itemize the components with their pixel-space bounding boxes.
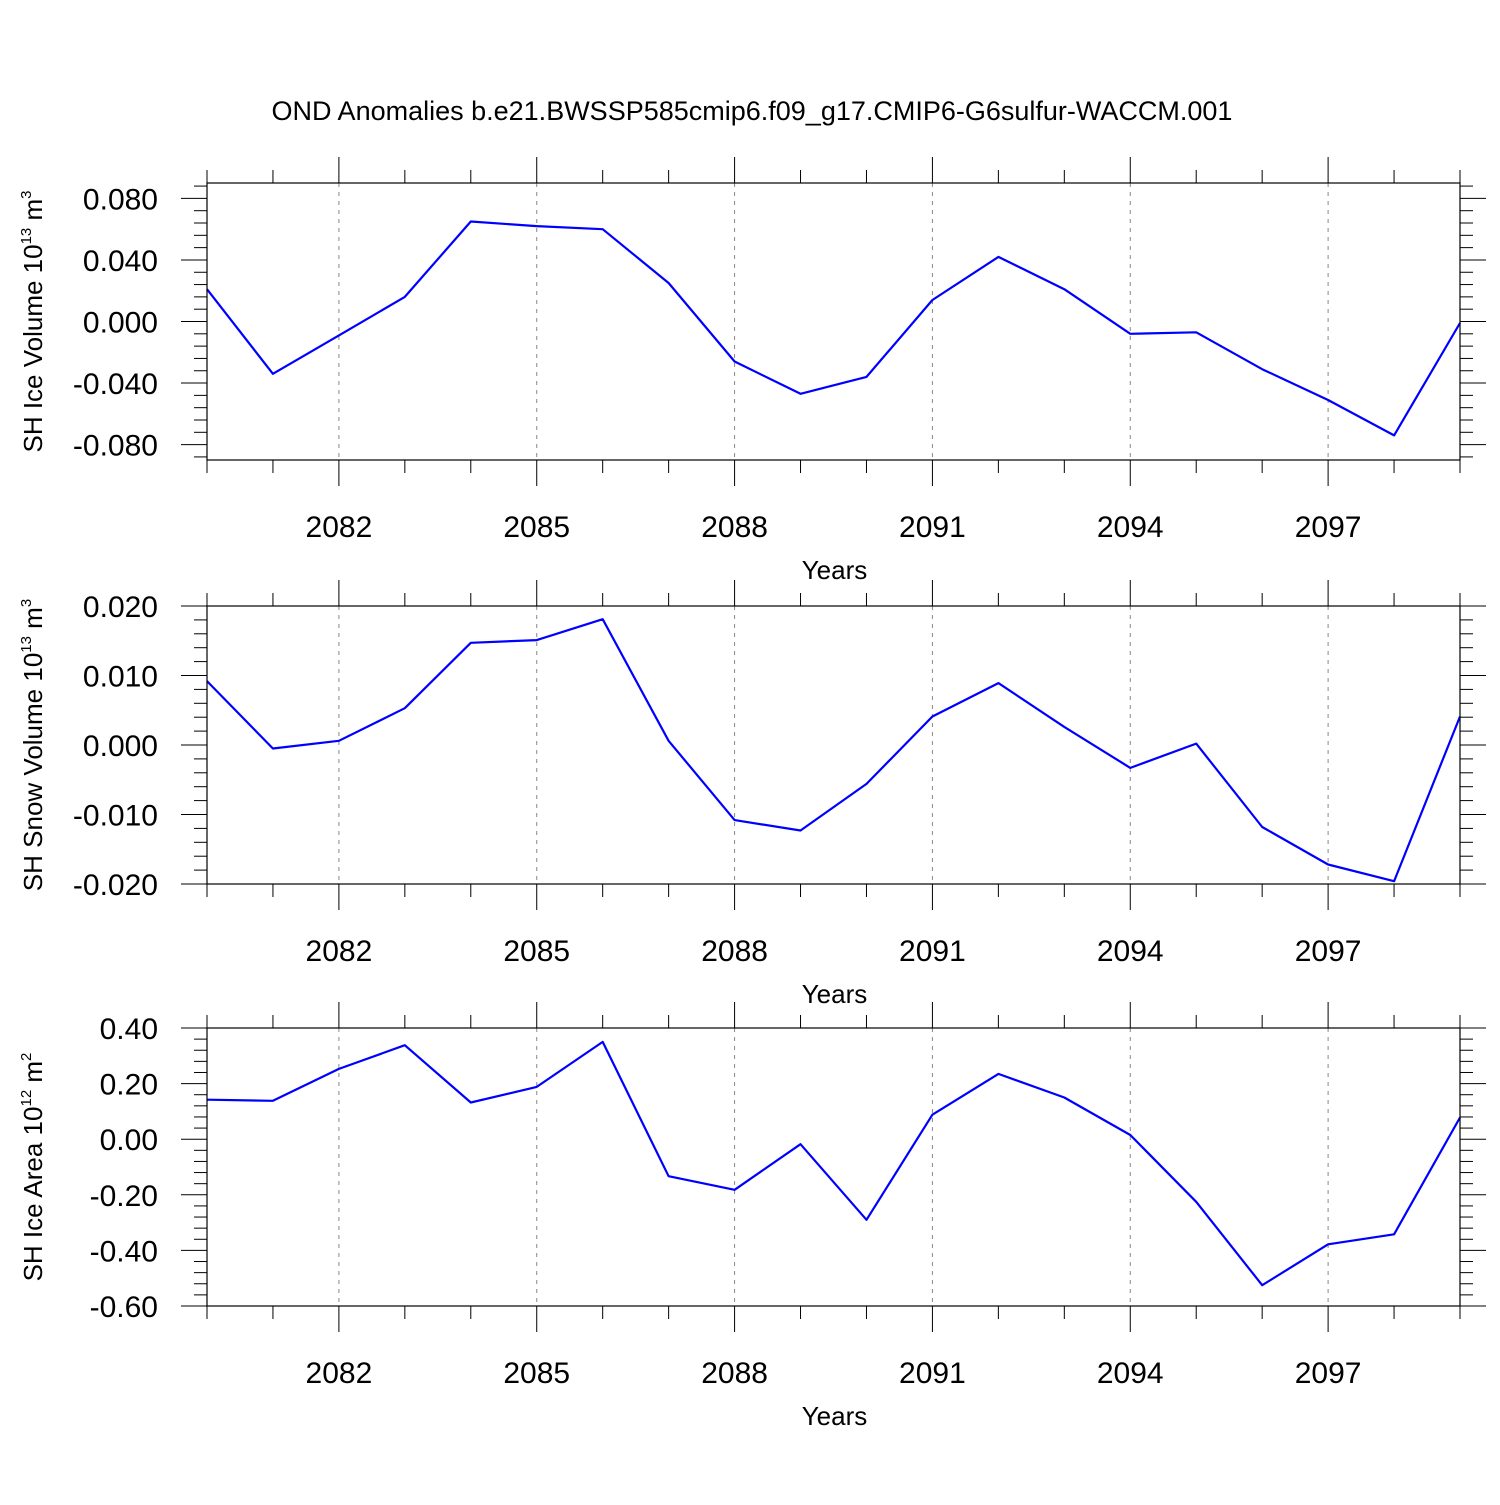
y-axis-title-part: m <box>18 199 48 228</box>
y-axis-title-superscript: 13 <box>18 636 35 653</box>
y-axis-title-superscript: 2 <box>18 1053 35 1061</box>
y-tick-label: 0.000 <box>83 730 158 763</box>
series-line <box>206 1040 1461 1287</box>
x-tick-label: 2091 <box>899 935 966 968</box>
y-tick-label: -0.010 <box>73 800 158 833</box>
plot-frame <box>206 182 1461 461</box>
x-tick-label: 2082 <box>306 511 373 544</box>
y-tick-label: 0.020 <box>83 591 158 624</box>
x-tick-label: 2088 <box>701 511 768 544</box>
y-axis-title-superscript: 12 <box>18 1090 35 1107</box>
x-axis-title: Years <box>802 1401 868 1431</box>
y-axis-title-superscript: 3 <box>18 599 35 607</box>
plot-frame <box>206 605 1461 885</box>
y-axis-title-part: m <box>18 1061 48 1090</box>
x-tick-label: 2094 <box>1097 935 1164 968</box>
y-tick-label: -0.60 <box>90 1291 158 1324</box>
panel-2: -0.020 -0.010 0.000 0.010 0.020 2082 2085 2088 2… <box>18 580 1486 1009</box>
y-tick-label: -0.40 <box>90 1235 158 1268</box>
y-tick-label: 0.20 <box>100 1069 158 1102</box>
x-tick-label: 2085 <box>503 511 570 544</box>
y-tick-label: -0.080 <box>73 430 158 463</box>
series-line <box>206 618 1462 883</box>
y-tick-label: -0.020 <box>73 869 158 902</box>
x-tick-label: 2085 <box>503 935 570 968</box>
panel-1: -0.080 -0.040 0.000 0.040 0.080 2082 2085 2088 2… <box>18 157 1486 585</box>
y-axis-title-superscript: 3 <box>18 190 35 198</box>
y-tick-label: 0.010 <box>83 661 158 694</box>
y-axis-title: SH Ice Area 1012 m2 <box>18 1053 48 1282</box>
panel-3: -0.60 -0.40 -0.20 0.00 0.20 0.40 2082 2085 2088 2… <box>18 1002 1486 1431</box>
x-tick-label: 2088 <box>701 1357 768 1390</box>
y-tick-label: -0.20 <box>90 1180 158 1213</box>
y-tick-label: 0.080 <box>83 183 158 216</box>
x-tick-label: 2082 <box>306 1357 373 1390</box>
y-axis-title-part: SH Ice Volume 10 <box>18 244 48 452</box>
y-tick-label: 0.40 <box>100 1013 158 1046</box>
y-tick-label: -0.040 <box>73 368 158 401</box>
y-axis-title-superscript: 13 <box>18 228 35 245</box>
y-axis-title: SH Snow Volume 1013 m3 <box>18 599 48 891</box>
x-tick-label: 2091 <box>899 511 966 544</box>
x-tick-label: 2094 <box>1097 1357 1164 1390</box>
x-tick-label: 2091 <box>899 1357 966 1390</box>
x-tick-label: 2097 <box>1295 511 1362 544</box>
y-axis-title-part: SH Snow Volume 10 <box>18 653 48 891</box>
plot-frame <box>206 1027 1461 1307</box>
y-tick-label: 0.040 <box>83 245 158 278</box>
x-tick-label: 2085 <box>503 1357 570 1390</box>
y-tick-label: 0.00 <box>100 1124 158 1157</box>
x-tick-label: 2097 <box>1295 1357 1362 1390</box>
chart-title: OND Anomalies b.e21.BWSSP585cmip6.f09_g1… <box>272 96 1233 126</box>
y-tick-label: 0.000 <box>83 307 158 340</box>
y-axis-title-part: SH Ice Area 10 <box>18 1107 48 1282</box>
x-tick-label: 2082 <box>306 935 373 968</box>
y-axis-title: SH Ice Volume 1013 m3 <box>18 190 48 452</box>
y-axis-title-part: m <box>18 607 48 636</box>
x-tick-label: 2094 <box>1097 511 1164 544</box>
series-line <box>206 220 1461 437</box>
x-tick-label: 2088 <box>701 935 768 968</box>
x-axis-title: Years <box>802 555 868 585</box>
x-tick-label: 2097 <box>1295 935 1362 968</box>
x-axis-title: Years <box>802 979 868 1009</box>
